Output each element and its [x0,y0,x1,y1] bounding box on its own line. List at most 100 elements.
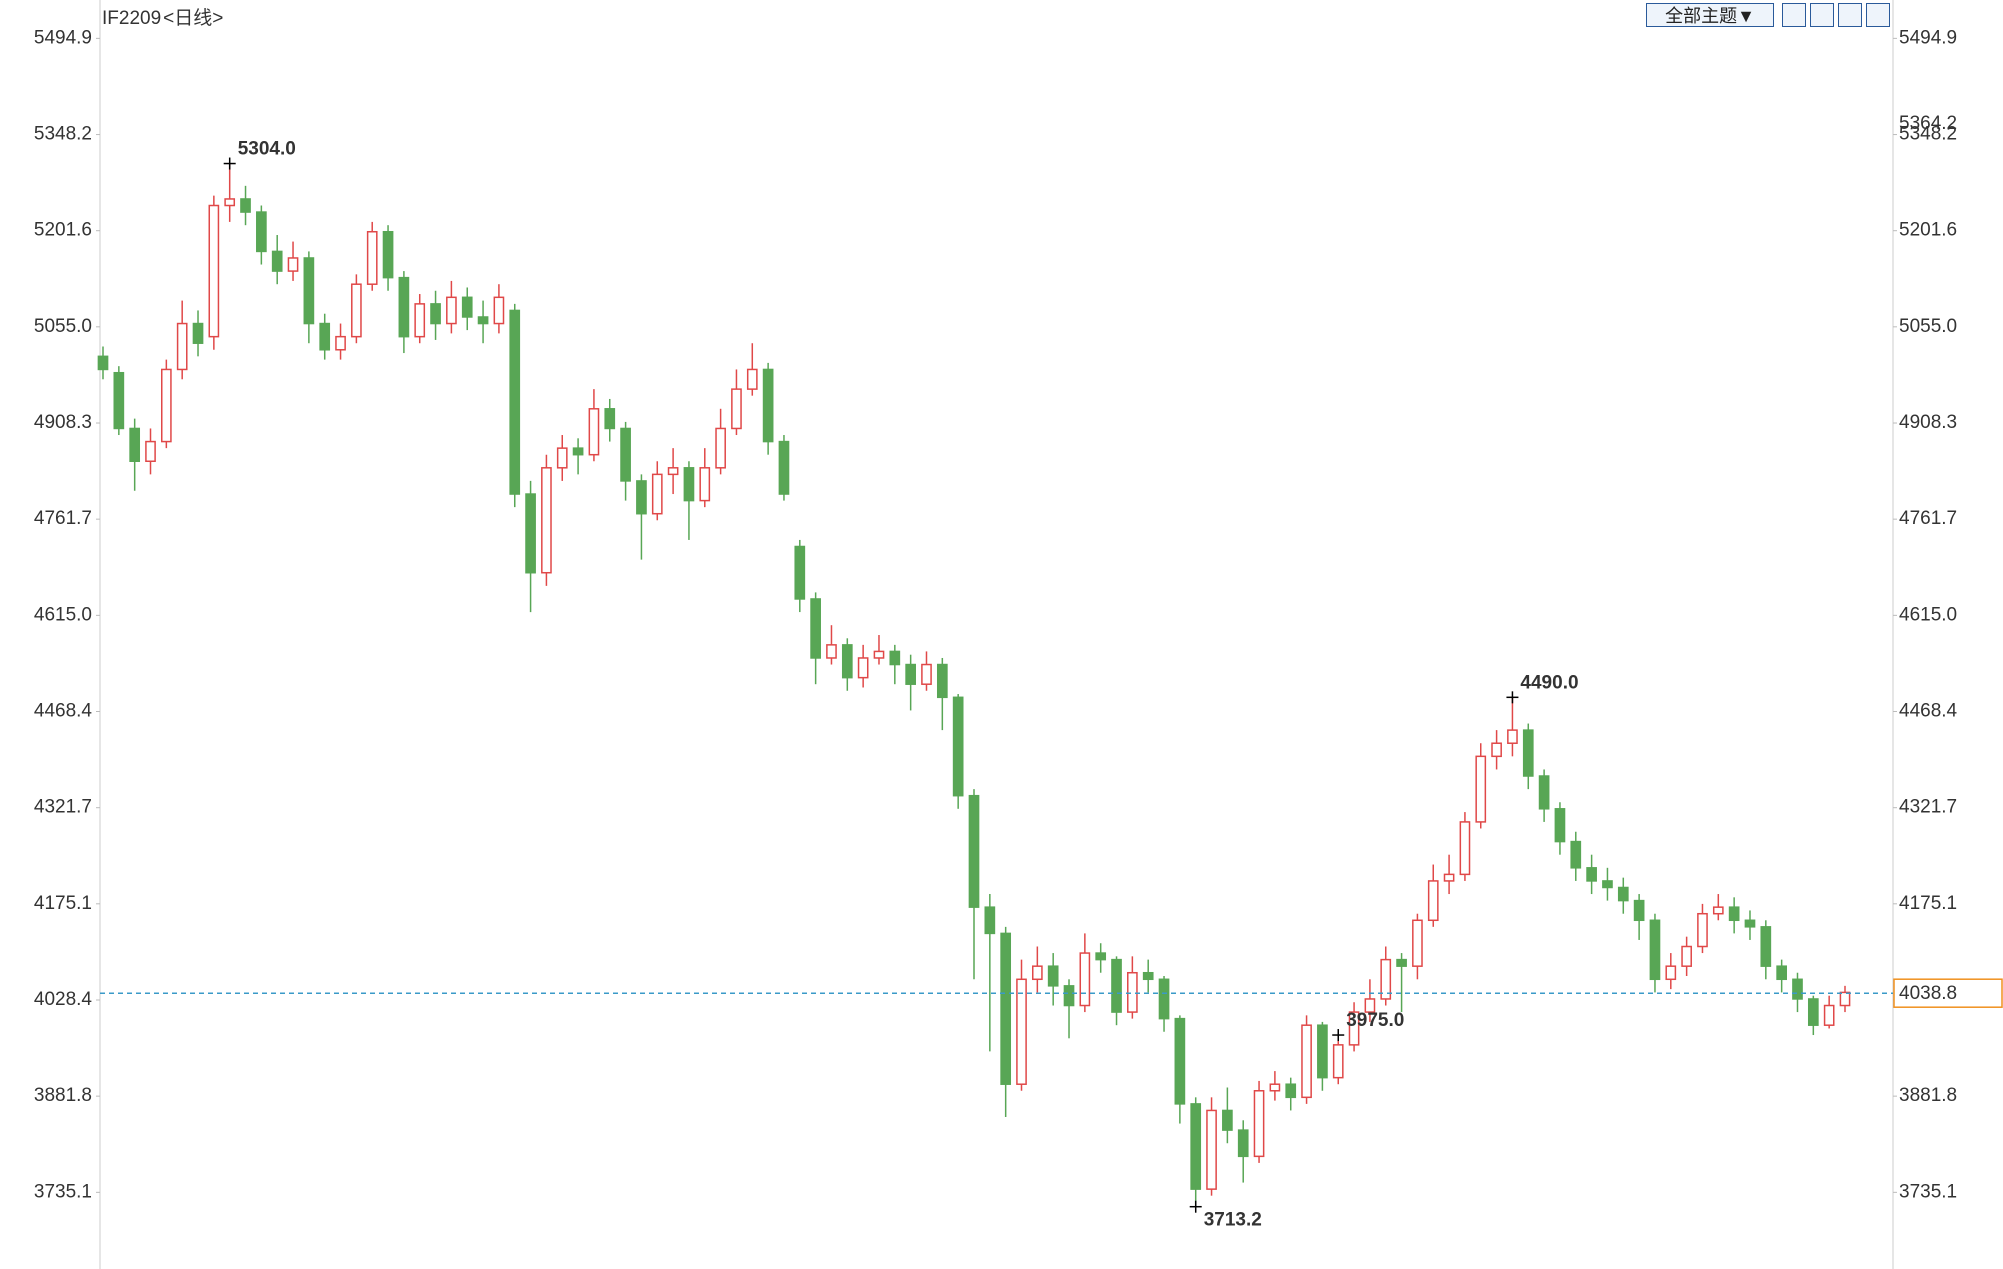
candle-body [620,427,631,482]
y-tick-label: 4028.4 [34,989,93,1010]
candle-body [699,467,711,502]
candle-body [493,296,505,325]
play-button[interactable] [1838,3,1862,27]
candle-body [351,283,362,338]
candle-body [921,663,932,685]
candle-body [873,650,885,659]
candle-body [1301,1024,1312,1099]
candle-body [287,257,299,272]
candle-body [1475,755,1487,823]
y-tick-label: 4468.4 [1899,701,1958,722]
symbol: IF2209 [102,8,161,29]
candle-body [1617,886,1629,902]
y-tick-label: 5201.6 [34,220,92,241]
candle-body [430,303,441,325]
candle-body [810,598,821,659]
candle-body [1633,899,1645,922]
candle-body [667,467,679,476]
candle-body [1063,985,1075,1007]
candle-body [1047,965,1059,987]
candle-body [1174,1017,1186,1105]
candle-body [1158,978,1170,1020]
y-tick-label: 3735.1 [34,1181,92,1202]
candle-body [1412,919,1423,967]
candle-body [192,322,204,344]
candle-body [303,257,315,325]
candle-body [746,368,758,390]
y-tick-label: 4175.1 [1899,893,1957,914]
candle-body [1570,840,1582,869]
candle-body [1016,978,1027,1085]
candle-body [1427,880,1439,922]
candle-body [382,230,394,279]
candle-body [1380,958,1392,1000]
zoom-button[interactable] [1782,3,1806,27]
candle-body [97,355,109,371]
extreme-label: 3975.0 [1346,1010,1404,1031]
candle-body [1111,958,1122,1013]
extreme-label: 3713.2 [1204,1210,1262,1231]
candle-body [509,309,521,495]
candle-body [1586,867,1597,882]
y-tick-label: 5348.2 [1899,124,1957,145]
candle-body [129,427,141,463]
candle-body [525,493,536,574]
candle-body [1364,998,1376,1013]
candle-body [889,650,901,666]
range-button[interactable] [1810,3,1834,27]
candle-body [984,906,996,935]
candle-body [161,368,172,443]
extreme-label: 4490.0 [1520,672,1578,693]
candle-body [841,644,853,679]
candle-body [588,408,600,456]
candle-body [240,198,251,213]
candle-body [1222,1109,1233,1131]
y-tick-label: 5494.9 [34,27,92,48]
candle-body [1760,926,1772,967]
candle-body [952,696,964,797]
candle-body [762,368,774,443]
y-tick-label: 4615.0 [34,604,92,625]
y-tick-label: 4175.1 [34,893,92,914]
y-tick-label: 4321.7 [1899,797,1957,818]
candle-body [477,316,489,325]
y-tick-label: 3881.8 [1899,1085,1957,1106]
y-tick-label: 4908.3 [1899,412,1957,433]
candle-body [778,440,790,495]
candle-body [1332,1044,1344,1079]
candle-body [1538,775,1550,810]
candle-body [651,473,663,515]
candle-body [1681,945,1692,967]
candle-body [461,296,473,318]
theme-button[interactable]: 全部主题▼ [1646,3,1774,27]
candle-body [1237,1129,1249,1158]
y-tick-label: 5348.2 [34,124,92,145]
y-tick-label: 4908.3 [34,412,92,433]
candle-body [1190,1103,1202,1190]
candle-body [113,371,125,430]
candle-body [1095,952,1107,961]
candle-body [1206,1109,1217,1190]
extreme-label: 5304.0 [238,139,296,160]
candle-body [1839,991,1851,1007]
candle-body [1142,971,1154,981]
candle-body [1032,965,1043,981]
candle-body [398,276,410,338]
y-tick-label: 4468.4 [34,701,93,722]
candle-body [1269,1083,1281,1092]
end-button[interactable] [1866,3,1890,27]
candle-body [826,644,837,659]
candle-body [1443,873,1455,882]
candle-body [446,296,457,325]
candle-body [1127,971,1138,1013]
last-price-label: 4038.8 [1899,983,1957,1004]
candle-body [1728,906,1740,922]
candle-body [319,322,331,351]
candle-body [1285,1083,1297,1099]
candle-body [1649,919,1661,981]
candle-body [414,303,426,338]
candle-body [224,198,236,207]
candle-body [1507,729,1518,744]
last-price-box [1893,978,2003,1008]
